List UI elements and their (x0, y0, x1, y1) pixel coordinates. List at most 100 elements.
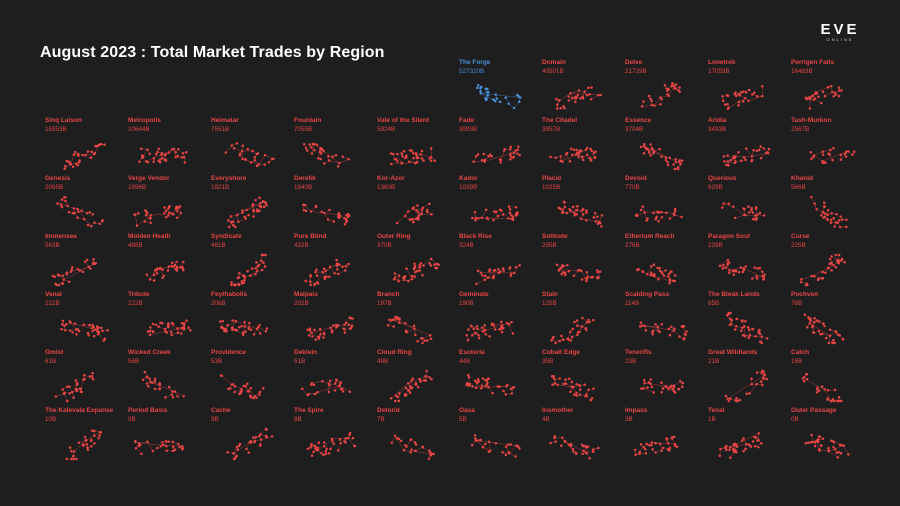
system-point (492, 98, 495, 101)
system-point (808, 97, 812, 101)
system-point (174, 155, 177, 159)
system-point (182, 323, 186, 327)
system-point (151, 449, 155, 453)
system-point (330, 437, 334, 441)
region-cell-perrigen-falls: Perrigen Falls 16483B (791, 59, 873, 115)
system-point (841, 218, 844, 221)
system-point (155, 271, 159, 275)
system-point (343, 323, 346, 326)
system-point (404, 154, 408, 157)
system-point (147, 385, 150, 388)
system-point (86, 446, 89, 449)
system-point (392, 318, 396, 321)
system-point (728, 261, 731, 264)
system-point (648, 151, 651, 155)
system-point (755, 218, 758, 222)
system-point (746, 326, 750, 329)
system-point (328, 379, 332, 383)
system-point (87, 265, 90, 268)
system-point (76, 164, 80, 167)
system-point (726, 160, 730, 163)
gate-link (328, 154, 337, 157)
region-name: Venal (45, 291, 62, 298)
system-point (422, 159, 425, 162)
system-point (816, 386, 819, 389)
system-point (168, 211, 171, 214)
system-point (398, 392, 401, 395)
system-point (652, 211, 655, 215)
system-point (473, 379, 477, 383)
system-point (172, 445, 175, 449)
system-point (331, 440, 334, 443)
system-point (65, 159, 69, 163)
system-point (322, 441, 326, 444)
system-point (156, 150, 159, 154)
system-point (557, 269, 561, 272)
system-point (62, 278, 66, 281)
system-point (823, 94, 827, 98)
system-point (487, 91, 490, 94)
system-point (177, 147, 180, 151)
system-point (560, 334, 563, 338)
system-point (830, 439, 833, 442)
system-point (466, 338, 470, 342)
system-point (243, 325, 247, 328)
system-point (322, 336, 325, 339)
region-cell-vale-of-the-silent: Vale of the Silent 5924B (377, 117, 459, 173)
system-point (54, 395, 58, 398)
system-point (185, 319, 188, 322)
system-point (581, 207, 585, 211)
system-point (815, 319, 819, 322)
system-point (319, 332, 322, 336)
gate-link (408, 383, 417, 385)
region-map-perrigen-falls (804, 84, 843, 110)
region-value: 35B (542, 358, 554, 365)
system-point (806, 283, 809, 287)
region-map-the-forge (476, 84, 522, 110)
system-point (573, 393, 576, 396)
gate-link (307, 385, 340, 396)
gate-link (828, 451, 838, 458)
system-point (243, 215, 246, 219)
system-point (587, 388, 590, 392)
system-point (767, 147, 771, 151)
system-point (230, 220, 233, 224)
system-point (414, 333, 417, 337)
system-point (328, 383, 331, 387)
system-point (237, 444, 241, 448)
system-point (585, 279, 588, 283)
system-point (418, 269, 421, 273)
system-point (231, 326, 234, 329)
system-point (668, 217, 672, 220)
system-point (586, 275, 590, 278)
system-point (335, 258, 338, 262)
gate-link (643, 388, 654, 393)
system-point (466, 373, 470, 377)
region-name: The Spire (294, 407, 324, 414)
system-point (561, 160, 564, 163)
region-value: 21729B (625, 68, 647, 75)
system-point (561, 264, 565, 268)
region-name: Curse (791, 233, 810, 240)
system-point (843, 152, 847, 156)
system-point (344, 321, 348, 324)
gate-link (258, 254, 263, 266)
system-point (836, 456, 840, 459)
system-point (404, 321, 407, 325)
system-point (721, 99, 725, 103)
system-point (718, 264, 722, 267)
system-point (741, 326, 744, 330)
gate-link (473, 154, 479, 162)
system-point (149, 380, 152, 384)
system-point (429, 264, 433, 267)
system-point (155, 267, 159, 270)
system-point (826, 86, 830, 89)
system-point (347, 262, 350, 266)
system-point (171, 323, 175, 326)
system-point (172, 265, 175, 268)
system-point (732, 447, 735, 450)
system-point (225, 329, 228, 333)
system-point (743, 96, 747, 100)
system-point (259, 433, 262, 436)
system-point (91, 378, 95, 381)
